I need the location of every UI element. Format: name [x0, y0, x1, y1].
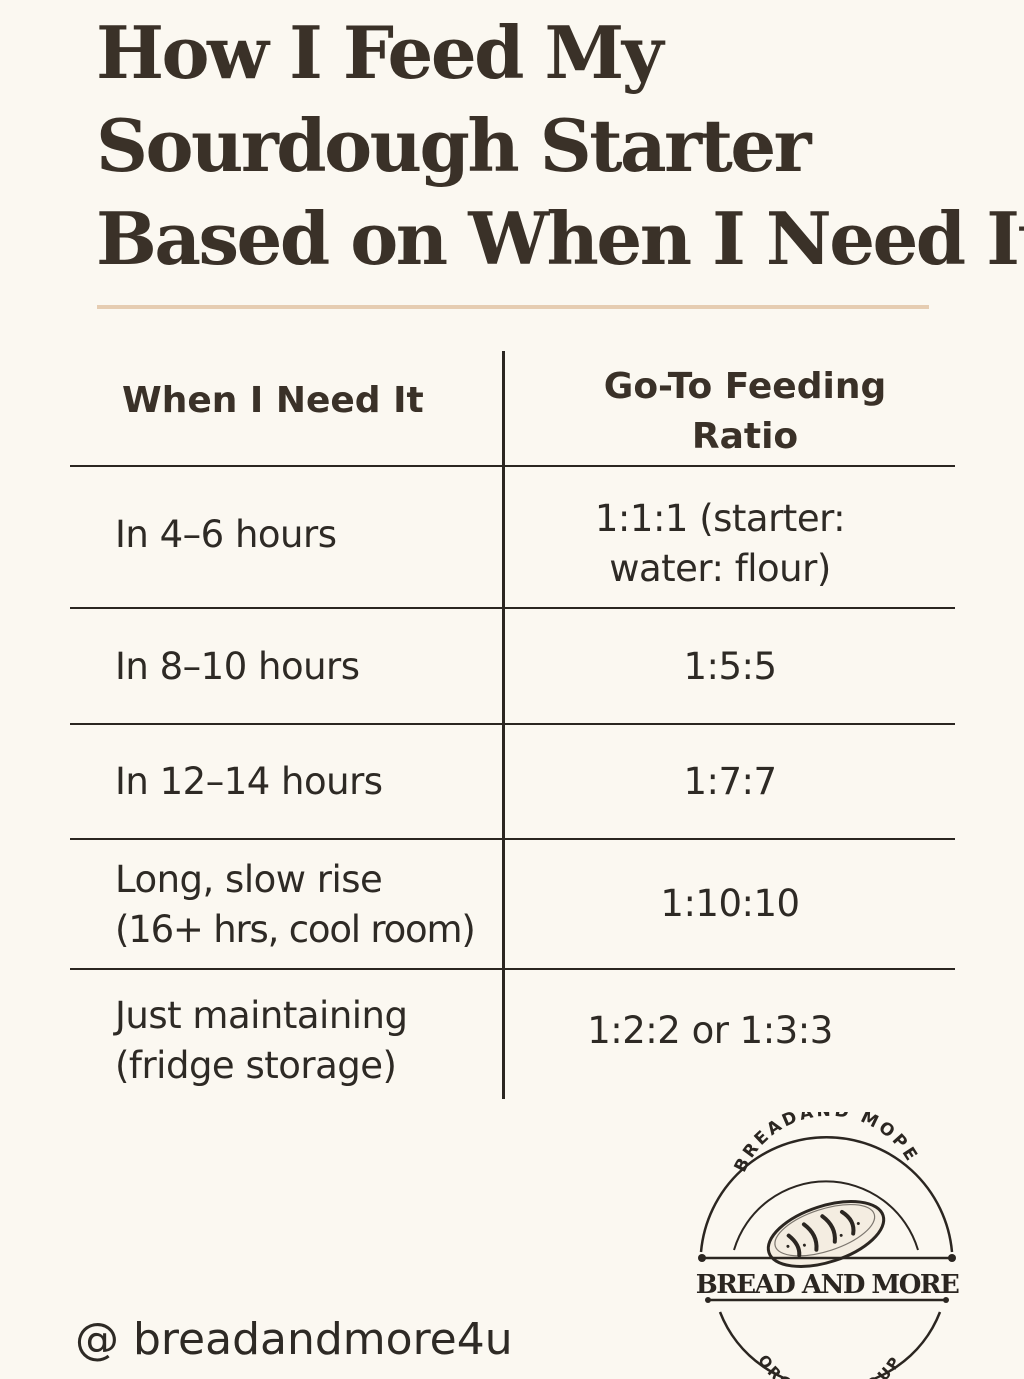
ratio-text: 1:1:1 (starter:	[594, 497, 846, 540]
title-line-2: Sourdough Starter	[96, 103, 812, 188]
column-header-ratio: Go-To Feeding Ratio	[520, 362, 970, 462]
ratio-header-line-1: Go-To Feeding	[603, 366, 887, 407]
bread-loaf-icon	[766, 1200, 886, 1268]
column-divider	[502, 351, 505, 1099]
logo-ring-bottom	[718, 1311, 942, 1379]
table-row-when: Long, slow rise (16+ hrs, cool room)	[115, 855, 500, 955]
ratio-text-line-2: water: flour)	[609, 547, 831, 590]
table-row-ratio: 1:5:5	[520, 642, 940, 692]
table-row-when: In 4–6 hours	[115, 510, 500, 560]
table-row-when: In 8–10 hours	[115, 642, 500, 692]
page-title: How I Feed My Sourdough Starter Based on…	[96, 6, 1024, 285]
table-row-when: In 12–14 hours	[115, 757, 500, 807]
table-row-ratio: 1:1:1 (starter: water: flour)	[510, 494, 930, 594]
title-line-3: Based on When I Need It	[96, 196, 1024, 281]
table-row-ratio: 1:10:10	[520, 879, 940, 929]
ratio-text: 1:7:7	[683, 760, 777, 803]
table-row-ratio: 1:2:2 or 1:3:3	[500, 1006, 920, 1056]
ratio-text: 1:5:5	[683, 645, 777, 688]
logo-inner-arc	[733, 1180, 919, 1251]
ratio-text: 1:10:10	[660, 882, 800, 925]
ratio-header-line-2: Ratio	[691, 416, 799, 457]
title-line-1: How I Feed My	[96, 10, 664, 95]
when-text: In 12–14 hours	[115, 760, 383, 803]
logo-ring-top	[699, 1135, 954, 1253]
when-text: Just maintaining	[115, 994, 408, 1037]
row-divider	[70, 968, 955, 970]
header-divider	[70, 465, 955, 467]
row-divider	[70, 607, 955, 609]
social-handle: @ breadandmore4u	[75, 1314, 513, 1365]
when-text-line-2: (fridge storage)	[115, 1044, 397, 1087]
title-divider	[97, 305, 929, 309]
when-text: Long, slow rise	[115, 858, 383, 901]
row-divider	[70, 723, 955, 725]
logo-arc-bottom-text: ORCANIC FLOUP	[754, 1352, 905, 1379]
when-text-line-2: (16+ hrs, cool room)	[115, 908, 476, 951]
table-row-when: Just maintaining (fridge storage)	[115, 991, 500, 1091]
table-row-ratio: 1:7:7	[520, 757, 940, 807]
column-header-when: When I Need It	[122, 380, 424, 421]
when-text: In 4–6 hours	[115, 513, 337, 556]
row-divider	[70, 838, 955, 840]
ratio-text: 1:2:2 or 1:3:3	[587, 1009, 833, 1052]
when-text: In 8–10 hours	[115, 645, 360, 688]
logo-banner-text: BREAD AND MORE	[696, 1270, 959, 1300]
